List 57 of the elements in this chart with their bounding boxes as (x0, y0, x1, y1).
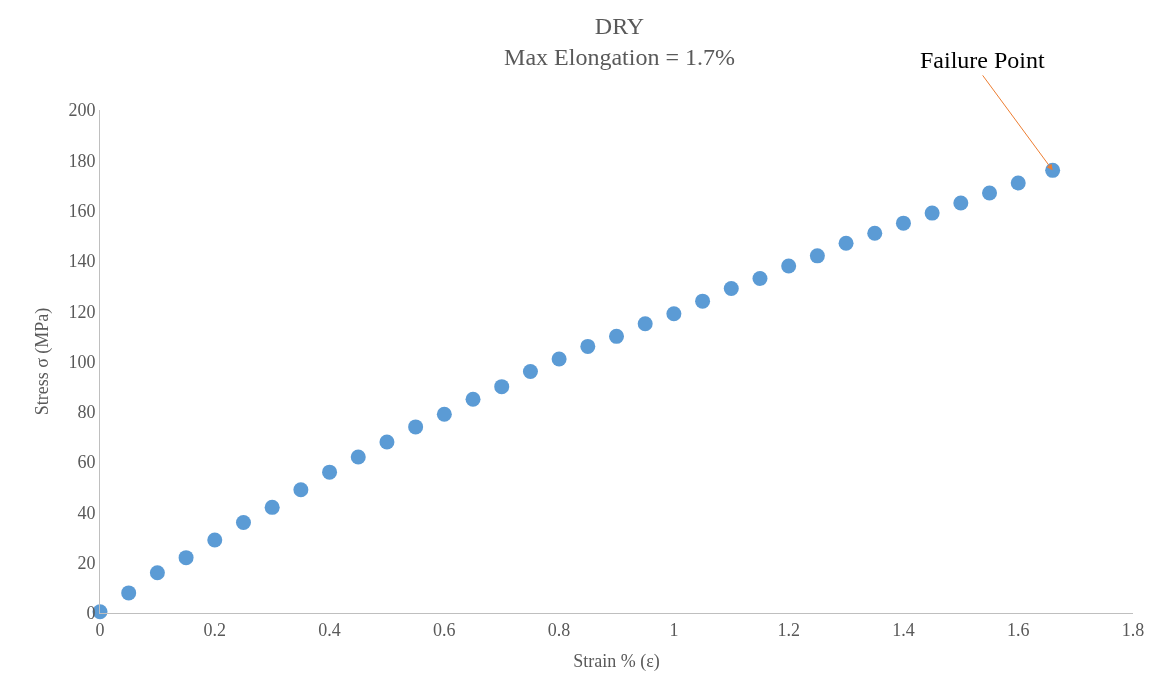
point (121, 585, 137, 601)
x-axis-title: Strain % (ε) (573, 650, 660, 672)
y-tick-label: 140 (68, 251, 96, 272)
y-tick-label: 180 (68, 150, 96, 171)
x-tick-label: 1.6 (1006, 619, 1030, 640)
point (465, 391, 481, 407)
x-tick-label: 0.4 (318, 619, 341, 640)
point (953, 195, 969, 211)
point (436, 406, 452, 422)
point (637, 316, 653, 332)
x-tick-label: 1.4 (892, 619, 915, 640)
y-tick-label: 80 (77, 402, 96, 423)
x-tick-label: 1.8 (1121, 619, 1145, 640)
annotation: Failure Point (920, 47, 1045, 73)
point (781, 258, 797, 274)
point (379, 434, 395, 450)
point (408, 419, 424, 435)
x-tick-label: 0.6 (433, 619, 456, 640)
point (895, 215, 911, 231)
point (522, 364, 538, 380)
point (838, 235, 854, 251)
point (149, 565, 165, 581)
point (723, 281, 739, 297)
point (867, 225, 883, 241)
point (207, 532, 223, 548)
point (695, 293, 711, 309)
y-tick-label: 200 (68, 100, 96, 121)
y-tick-label: 20 (77, 553, 96, 573)
chart-title: DRY (594, 13, 645, 40)
chart-subtitle: Max Elongation = 1.7% (504, 44, 735, 71)
point (494, 379, 510, 395)
point (580, 338, 596, 354)
y-tick-label: 0 (86, 603, 96, 624)
y-tick-label: 160 (68, 200, 96, 221)
y-axis-title: Stress σ (MPa) (31, 307, 53, 416)
point (666, 306, 682, 322)
y-tick-label: 100 (68, 351, 96, 372)
y-tick-label: 120 (68, 301, 96, 322)
x-tick-label: 0.2 (203, 619, 227, 640)
point (322, 464, 338, 480)
point (551, 351, 567, 367)
point (809, 248, 825, 264)
point (982, 185, 998, 201)
x-tick-label: 1 (669, 619, 679, 640)
y-tick-label: 60 (77, 452, 96, 473)
point (350, 449, 366, 465)
point (924, 205, 940, 221)
point (609, 328, 624, 344)
x-tick-label: 0.8 (547, 619, 571, 640)
x-tick-label: 1.2 (777, 619, 800, 640)
point (235, 514, 251, 530)
y-tick-label: 40 (77, 502, 96, 523)
point (178, 550, 194, 566)
point (1010, 175, 1026, 191)
point (752, 271, 768, 286)
point (264, 499, 280, 515)
point (293, 482, 309, 498)
